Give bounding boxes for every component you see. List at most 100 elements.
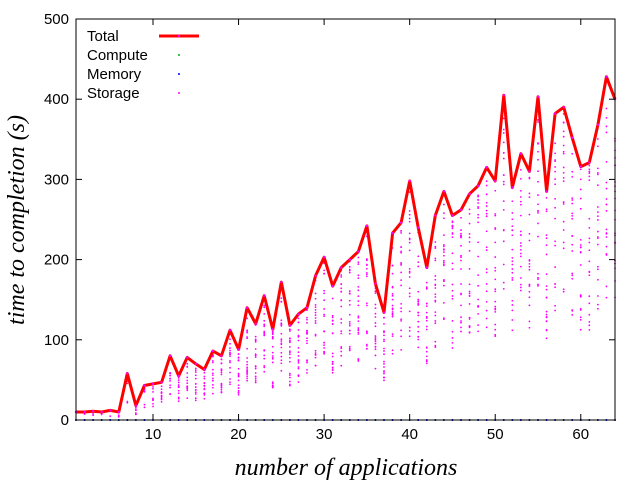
storage-point [374, 292, 377, 295]
storage-point [460, 330, 462, 333]
storage-point [117, 414, 120, 417]
storage-point [451, 252, 454, 255]
storage-point [562, 166, 565, 169]
storage-point [383, 353, 385, 356]
storage-point [588, 321, 591, 323]
storage-point [331, 355, 334, 358]
storage-point [442, 263, 445, 266]
storage-point [408, 335, 411, 338]
storage-point [485, 246, 488, 248]
storage-point [203, 393, 206, 396]
total-point [340, 266, 343, 269]
total-point [220, 354, 223, 358]
storage-point [511, 279, 514, 281]
storage-point [391, 352, 394, 355]
storage-point [271, 382, 274, 385]
storage-point [545, 208, 548, 211]
storage-point [400, 335, 403, 338]
storage-point [263, 365, 266, 367]
storage-point [297, 360, 300, 363]
storage-point [562, 229, 565, 231]
storage-point [374, 303, 377, 306]
storage-point [408, 276, 411, 278]
storage-point [442, 259, 445, 262]
storage-point [596, 219, 599, 221]
storage-point [605, 209, 608, 212]
total-point [245, 306, 249, 309]
storage-point [554, 166, 557, 168]
storage-point [494, 266, 497, 269]
storage-point [383, 330, 385, 333]
storage-point [323, 299, 326, 302]
storage-point [477, 330, 480, 333]
storage-point [477, 202, 480, 204]
storage-point [605, 296, 608, 299]
storage-point [588, 170, 591, 173]
storage-point [485, 309, 488, 312]
storage-point [460, 256, 462, 259]
total-point [151, 382, 155, 386]
storage-point [400, 229, 403, 232]
storage-point [485, 290, 488, 293]
storage-point [494, 189, 497, 192]
storage-point [263, 349, 266, 351]
total-point [442, 190, 446, 193]
storage-point [348, 329, 351, 332]
storage-point [596, 303, 599, 306]
storage-point [374, 290, 377, 293]
storage-point [314, 314, 317, 317]
total-point [160, 381, 163, 384]
storage-point [579, 238, 582, 241]
storage-point [391, 307, 394, 310]
storage-point [519, 255, 522, 258]
storage-point [400, 302, 403, 305]
storage-point [408, 287, 411, 290]
storage-point [246, 317, 249, 320]
storage-point [579, 295, 582, 298]
storage-point [605, 236, 608, 238]
storage-point [186, 389, 189, 392]
storage-point [451, 297, 454, 300]
storage-point [425, 281, 428, 284]
storage-point [460, 321, 462, 324]
storage-point [374, 307, 377, 310]
storage-point [537, 235, 539, 238]
storage-point [605, 107, 608, 110]
storage-point [306, 339, 308, 342]
storage-point [588, 241, 591, 244]
storage-point [391, 298, 394, 301]
storage-point [288, 372, 291, 375]
storage-point [460, 268, 462, 270]
storage-point [562, 135, 565, 138]
storage-point [502, 229, 505, 232]
storage-point [314, 297, 317, 300]
storage-point [545, 320, 548, 323]
x-tick-label: 30 [316, 426, 333, 443]
storage-point [254, 377, 257, 380]
storage-point [237, 379, 240, 382]
total-point [100, 410, 103, 414]
storage-point [502, 263, 505, 266]
storage-point [477, 207, 480, 209]
storage-point [460, 216, 462, 219]
storage-point [596, 172, 599, 174]
storage-point [177, 379, 180, 382]
storage-point [323, 292, 326, 295]
storage-point [383, 372, 385, 375]
storage-point [468, 316, 471, 319]
storage-point [571, 309, 574, 312]
storage-point [408, 241, 411, 244]
storage-point [417, 303, 420, 306]
storage-point [468, 294, 471, 297]
storage-point [605, 285, 608, 288]
storage-point [297, 347, 300, 349]
storage-point [417, 265, 420, 268]
storage-point [229, 353, 231, 356]
storage-point [468, 212, 471, 215]
storage-point [357, 328, 360, 331]
storage-point [288, 337, 291, 340]
storage-point [554, 283, 557, 285]
storage-point [442, 212, 445, 215]
storage-point [451, 337, 454, 339]
storage-point [605, 116, 608, 119]
